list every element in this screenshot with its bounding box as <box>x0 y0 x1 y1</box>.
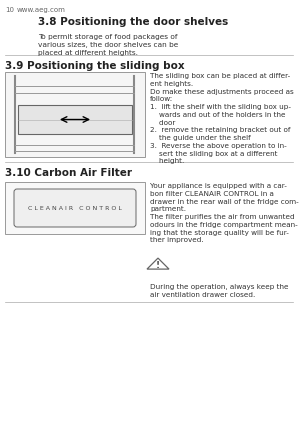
Text: Your appliance is equipped with a car-
bon filter CLEANAIR CONTROL in a
drawer i: Your appliance is equipped with a car- b… <box>150 183 299 243</box>
Bar <box>18 105 132 134</box>
Text: To permit storage of food packages of
various sizes, the door shelves can be
pla: To permit storage of food packages of va… <box>38 34 178 56</box>
Text: !: ! <box>156 261 160 270</box>
Text: 3.9 Positioning the sliding box: 3.9 Positioning the sliding box <box>5 61 184 71</box>
Text: The sliding box can be placed at differ-
ent heights.
Do make these adjustments : The sliding box can be placed at differ-… <box>150 73 294 164</box>
FancyBboxPatch shape <box>14 189 136 227</box>
Text: www.aeg.com: www.aeg.com <box>17 7 66 13</box>
Text: During the operation, always keep the
air ventilation drawer closed.: During the operation, always keep the ai… <box>150 284 289 298</box>
Bar <box>5 182 145 234</box>
Text: 3.10 Carbon Air Filter: 3.10 Carbon Air Filter <box>5 168 132 178</box>
Bar <box>5 72 145 157</box>
Text: C L E A N A I R   C O N T R O L: C L E A N A I R C O N T R O L <box>28 206 122 210</box>
Text: 3.8 Positioning the door shelves: 3.8 Positioning the door shelves <box>38 17 228 27</box>
Text: 10: 10 <box>5 7 14 13</box>
